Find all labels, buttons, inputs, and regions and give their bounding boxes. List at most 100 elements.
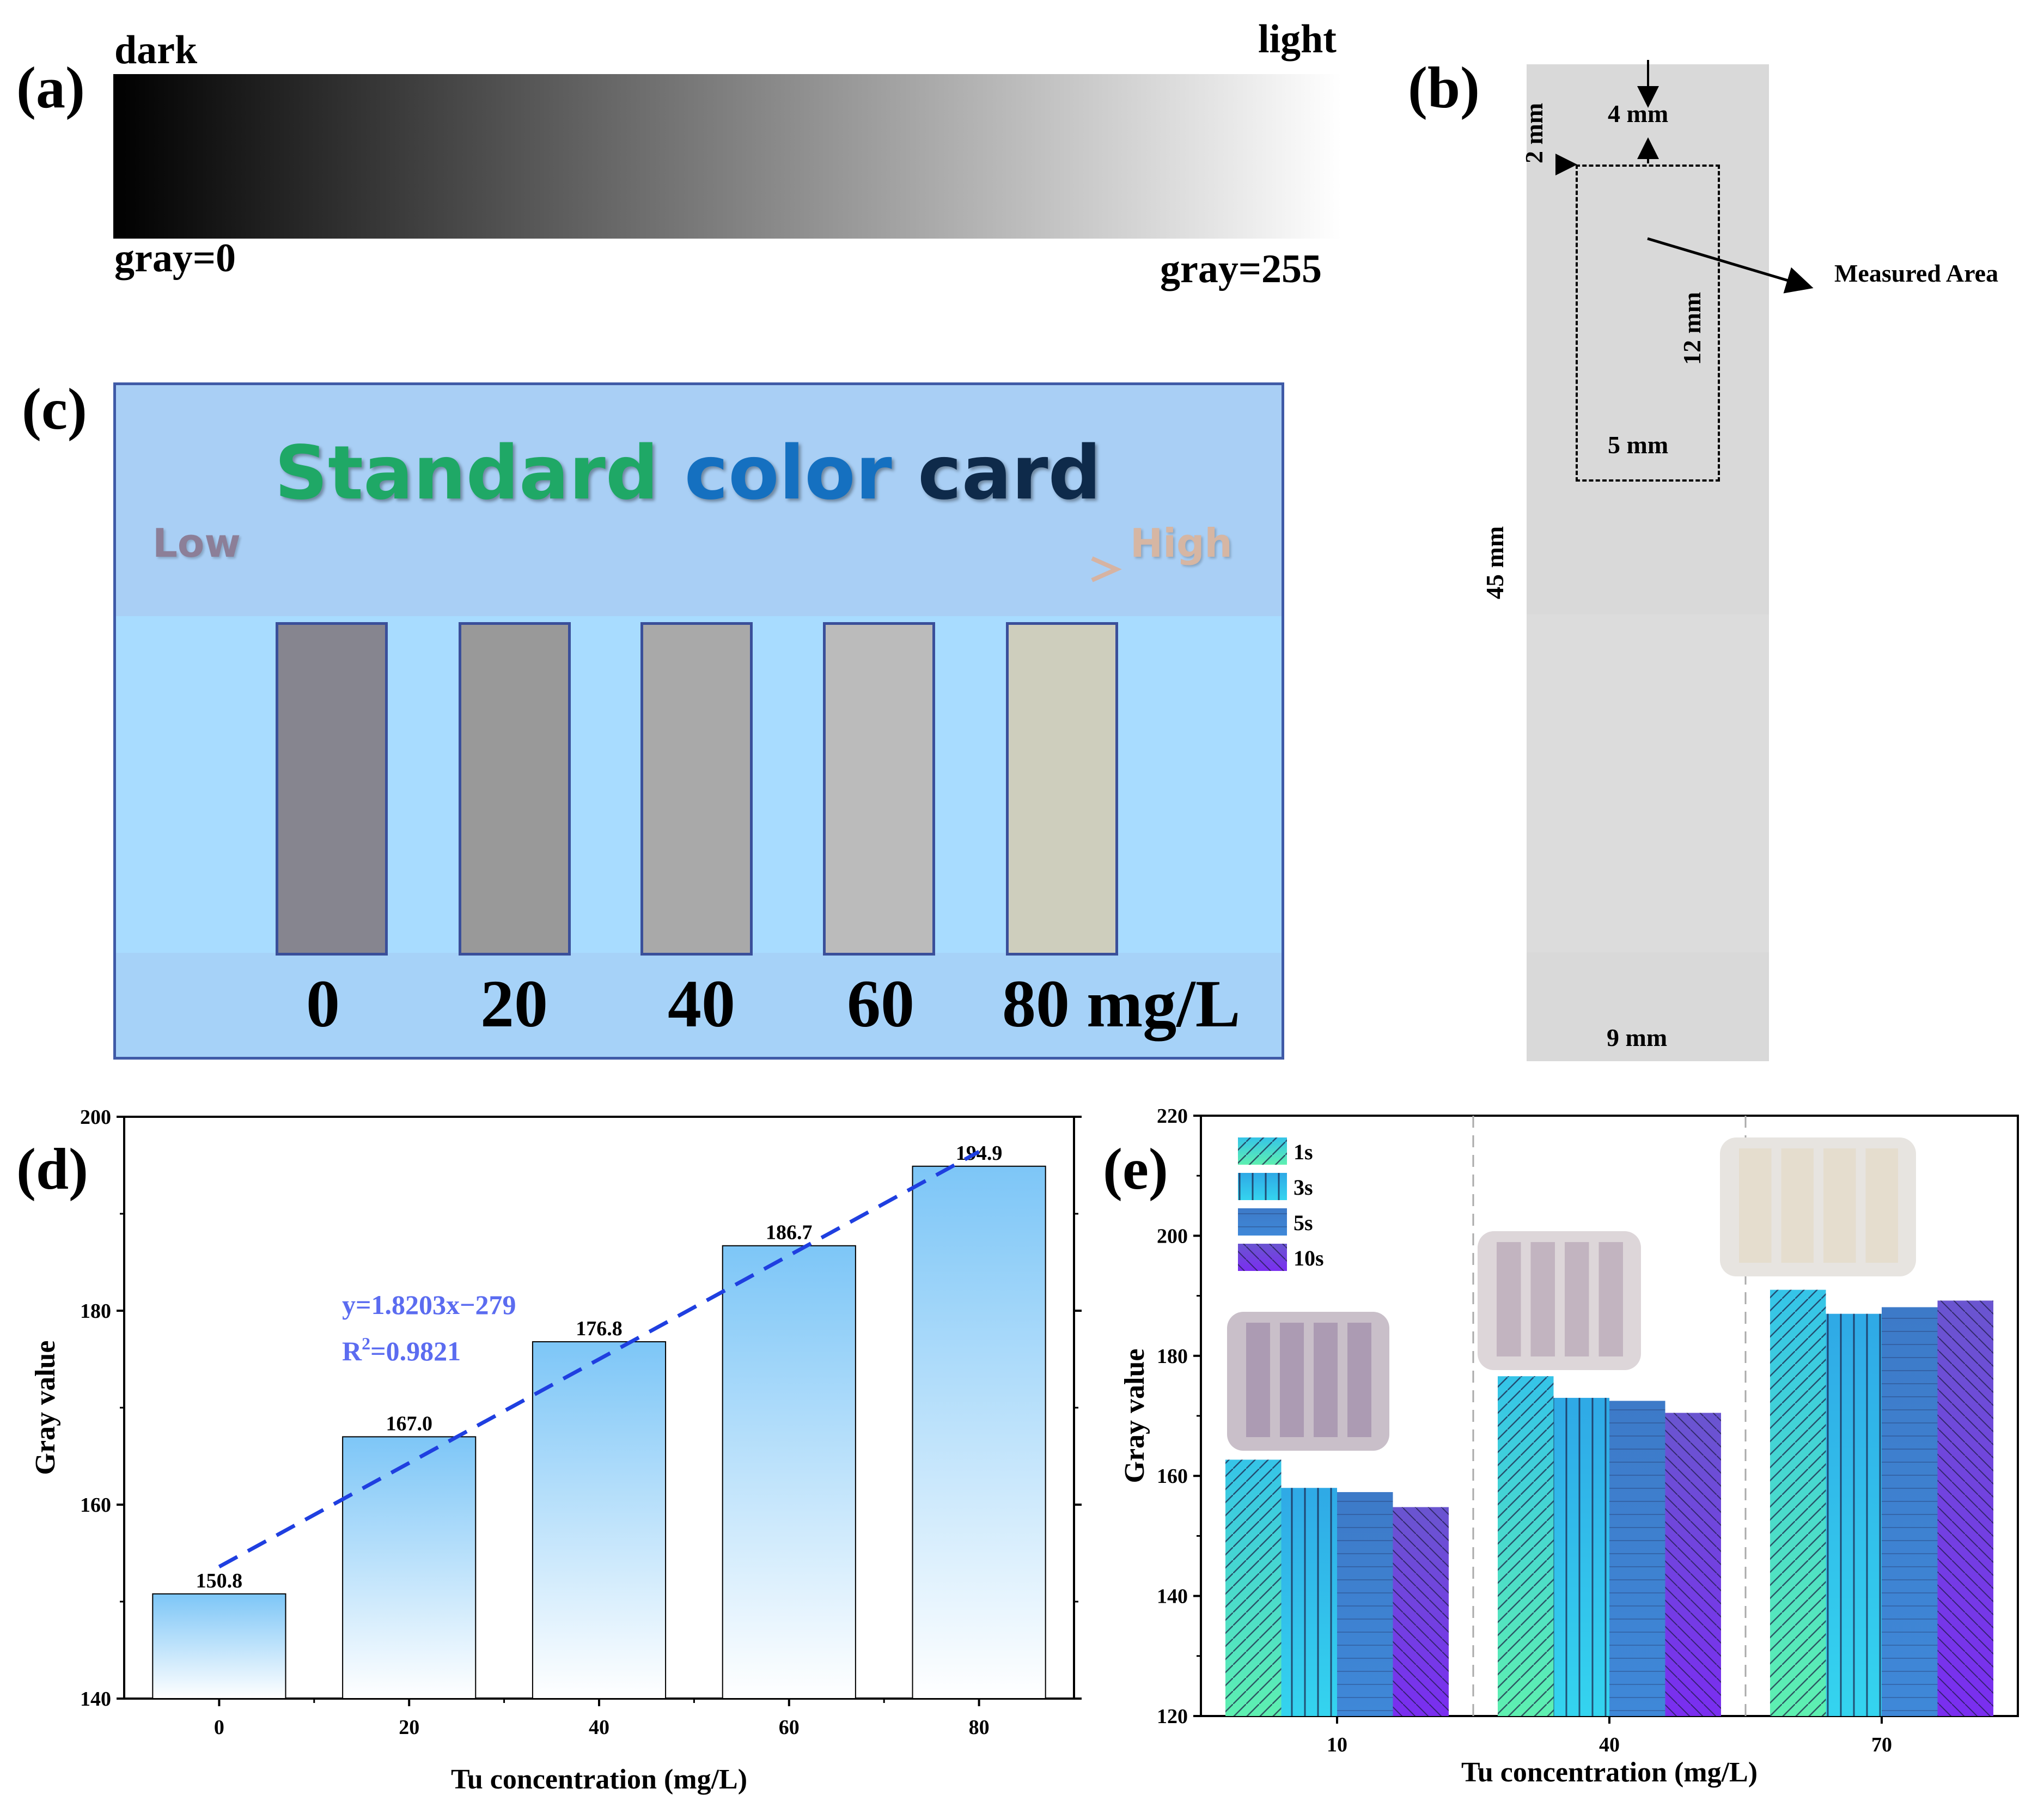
swatch-20 (459, 622, 571, 956)
x-tick-label-d-60: 60 (779, 1716, 800, 1739)
bar-pattern-e-10-10s (1393, 1507, 1449, 1716)
card-title-color: color (684, 430, 892, 516)
bar-pattern-e-70-10s (1937, 1300, 1993, 1716)
x-tick-label-e-10: 10 (1327, 1733, 1347, 1756)
x-tick-label-e-40: 40 (1599, 1733, 1620, 1756)
dim-top-label: 4 mm (1608, 100, 1669, 127)
dim-width-label: 5 mm (1608, 431, 1669, 459)
chart-d: 150.80167.020176.840186.760194.980140160… (30, 1106, 1082, 1795)
y-tick-label-d-140: 140 (80, 1688, 111, 1711)
bar-pattern-e-40-5s (1609, 1401, 1665, 1716)
legend-swatch-pattern-e-1s (1238, 1137, 1287, 1165)
y-tick-label-e-180: 180 (1157, 1345, 1188, 1368)
bar-pattern-e-70-5s (1882, 1307, 1938, 1716)
panel-d-letter: (d) (16, 1137, 88, 1202)
photo-strip (1347, 1323, 1371, 1437)
dim-total-width-label: 9 mm (1607, 1024, 1668, 1051)
bar-pattern-e-10-3s (1281, 1488, 1337, 1716)
y-tick-label-e-160: 160 (1157, 1465, 1188, 1488)
y-tick-label-e-140: 140 (1157, 1585, 1188, 1608)
x-axis-label-e: Tu concentration (mg/L) (1461, 1757, 1758, 1788)
card-header-band (116, 385, 1282, 616)
bar-pattern-e-40-10s (1665, 1413, 1721, 1716)
swatch-40 (640, 622, 753, 956)
photo-strip (1781, 1148, 1814, 1263)
fit-equation: y=1.8203x−279 (342, 1289, 516, 1320)
card-bottom-band (116, 953, 1282, 1057)
y-axis-label-d: Gray value (30, 1341, 61, 1475)
value-label-d-60: 186.7 (766, 1221, 813, 1244)
x-tick-label-d-80: 80 (969, 1716, 990, 1739)
low-high-arrow (261, 556, 1122, 582)
dim-height-label: 12 mm (1678, 291, 1706, 365)
photo-strip (1598, 1242, 1623, 1356)
panel-b-letter: (b) (1408, 56, 1480, 120)
grayscale-gradient (113, 74, 1341, 239)
swatch-80 (1006, 622, 1118, 956)
bar-pattern-e-70-3s (1826, 1313, 1882, 1716)
bar-pattern-e-70-1s (1770, 1289, 1826, 1716)
legend-swatch-pattern-e-10s (1238, 1244, 1287, 1271)
measured-area-box (1576, 165, 1720, 482)
legend-label-e-5s: 5s (1293, 1210, 1313, 1235)
legend-label-e-1s: 1s (1293, 1140, 1313, 1164)
photo-strip (1865, 1148, 1898, 1263)
card-title-card: card (918, 430, 1101, 516)
conc-label-60: 60 (847, 966, 914, 1041)
y-tick-label-e-200: 200 (1157, 1225, 1188, 1248)
chart-e: 10 40 70 120 140 160 180 200 220 1s 3s 5s 10s Tu conc… (1119, 1105, 2019, 1788)
card-title: Standard color card (116, 430, 1260, 516)
x-tick-label-d-0: 0 (214, 1716, 224, 1739)
photo-strip (1497, 1242, 1521, 1356)
bar-pattern-e-40-3s (1553, 1397, 1609, 1716)
bar-pattern-e-10-1s (1225, 1459, 1282, 1716)
gray-max-label: gray=255 (1160, 247, 1322, 291)
panel-e-letter: (e) (1103, 1137, 1168, 1202)
x-tick-label-d-40: 40 (589, 1716, 609, 1739)
swatch-60 (823, 622, 935, 956)
fit-line-d (218, 1150, 980, 1568)
conc-label-80: 80 mg/L (1002, 966, 1241, 1041)
legend-label-e-10s: 10s (1293, 1246, 1324, 1270)
conc-label-40: 40 (668, 966, 735, 1041)
photo-strip (1823, 1148, 1856, 1263)
value-label-d-40: 176.8 (576, 1317, 623, 1340)
low-label: Low (152, 520, 241, 566)
dark-label: dark (114, 28, 198, 72)
x-tick-label-d-20: 20 (399, 1716, 419, 1739)
legend-swatch-pattern-e-3s (1238, 1173, 1287, 1200)
bar-pattern-e-40-1s (1498, 1376, 1554, 1716)
value-label-d-20: 167.0 (386, 1412, 432, 1435)
measured-area-label: Measured Area (1834, 259, 1999, 287)
photo-strip (1246, 1323, 1270, 1437)
photo-strip (1530, 1242, 1555, 1356)
bar-d-20 (342, 1436, 477, 1700)
dim-total-height-label: 45 mm (1481, 526, 1509, 599)
y-tick-label-e-120: 120 (1157, 1705, 1188, 1728)
measured-area-pointer (1647, 237, 1814, 294)
strip-annotations (1555, 60, 1814, 294)
fit-r2: R2=0.9821 (342, 1334, 461, 1366)
swatch-0 (276, 622, 388, 956)
bar-d-60 (722, 1245, 856, 1699)
gray-min-label: gray=0 (114, 236, 236, 281)
bar-d-40 (532, 1341, 667, 1699)
high-label: High (1130, 520, 1232, 566)
photo-strip (1565, 1242, 1589, 1356)
y-tick-label-e-220: 220 (1157, 1105, 1188, 1128)
y-tick-label-d-200: 200 (80, 1106, 111, 1129)
bar-d-0 (152, 1593, 286, 1700)
y-tick-label-d-180: 180 (80, 1300, 111, 1323)
bar-d-80 (912, 1165, 1046, 1699)
dim-side-label: 2 mm (1520, 102, 1548, 163)
panel-a-letter: (a) (16, 56, 85, 120)
y-tick-label-d-160: 160 (80, 1494, 111, 1517)
photo-strip (1280, 1323, 1304, 1437)
bar-pattern-e-10-5s (1337, 1492, 1393, 1716)
test-strip-section (1527, 614, 1769, 952)
legend-swatch-pattern-e-5s (1238, 1208, 1287, 1236)
photo-strip (1314, 1323, 1338, 1437)
value-label-d-0: 150.8 (196, 1569, 243, 1592)
card-title-standard: Standard (274, 430, 659, 516)
conc-label-0: 0 (306, 966, 340, 1041)
